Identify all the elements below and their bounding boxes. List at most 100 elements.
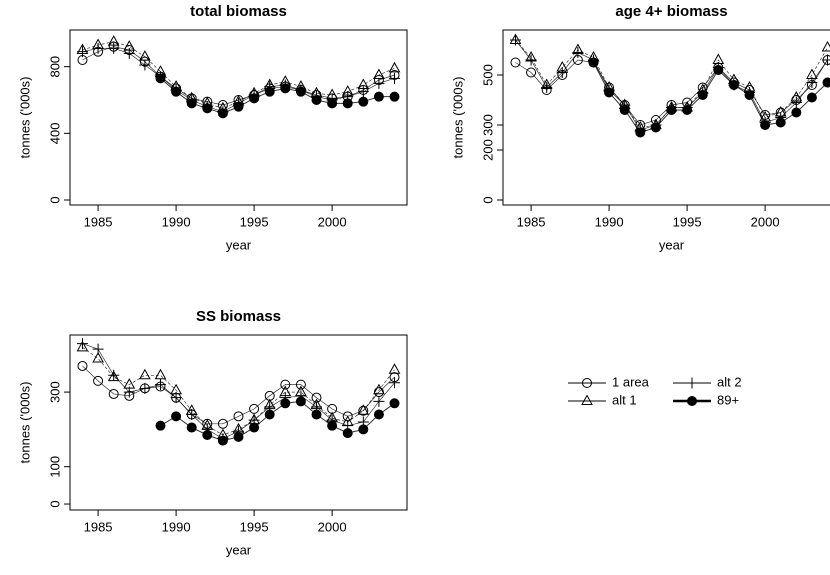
point bbox=[76, 46, 88, 58]
x-tick-label: 2000 bbox=[751, 214, 780, 229]
point bbox=[526, 67, 537, 78]
point bbox=[108, 42, 120, 54]
y-tick-label: 200 bbox=[480, 139, 495, 161]
y-tick-label: 800 bbox=[47, 56, 62, 78]
point bbox=[93, 375, 104, 386]
point bbox=[92, 351, 104, 363]
point bbox=[202, 103, 213, 114]
point bbox=[139, 382, 151, 394]
point bbox=[280, 83, 291, 94]
point bbox=[76, 338, 88, 350]
series-line bbox=[593, 62, 828, 134]
point bbox=[822, 54, 830, 66]
point bbox=[682, 105, 693, 115]
y-tick-label: 0 bbox=[480, 196, 495, 203]
plot-box bbox=[69, 29, 408, 206]
point bbox=[389, 72, 401, 84]
point bbox=[604, 87, 615, 98]
legend-marker bbox=[686, 377, 698, 389]
y-axis-label: tonnes ('000s) bbox=[17, 77, 32, 159]
point bbox=[821, 40, 830, 52]
series-line bbox=[160, 400, 395, 442]
point bbox=[822, 77, 830, 88]
point bbox=[233, 411, 244, 422]
point bbox=[108, 369, 120, 381]
series-line bbox=[82, 347, 395, 436]
x-axis-label: year bbox=[226, 237, 252, 252]
point bbox=[186, 98, 197, 109]
point bbox=[806, 77, 818, 88]
y-axis-label: tonnes ('000s) bbox=[17, 382, 32, 464]
x-tick-label: 1985 bbox=[517, 214, 546, 229]
x-axis-label: year bbox=[226, 542, 252, 557]
point bbox=[790, 97, 802, 108]
point bbox=[327, 98, 338, 109]
point bbox=[327, 420, 338, 431]
point bbox=[264, 409, 275, 420]
y-tick-label: 400 bbox=[47, 122, 62, 144]
point bbox=[311, 409, 322, 420]
point bbox=[760, 120, 771, 130]
point bbox=[619, 105, 630, 115]
point bbox=[171, 86, 182, 97]
point bbox=[358, 96, 369, 107]
point bbox=[295, 379, 306, 390]
chart-title: total biomass bbox=[190, 3, 287, 20]
point bbox=[171, 411, 182, 422]
point bbox=[186, 422, 197, 433]
x-tick-label: 1985 bbox=[84, 214, 113, 229]
legend-label: 1 area bbox=[612, 374, 650, 389]
point bbox=[373, 383, 385, 395]
x-tick-label: 2000 bbox=[318, 519, 347, 534]
series-line bbox=[515, 39, 828, 128]
y-tick-label: 500 bbox=[480, 64, 495, 86]
point bbox=[357, 86, 369, 98]
point bbox=[76, 340, 89, 352]
x-tick-label: 1995 bbox=[240, 519, 269, 534]
point bbox=[744, 90, 755, 100]
point bbox=[249, 403, 260, 414]
point bbox=[155, 73, 166, 84]
point bbox=[123, 47, 135, 59]
point bbox=[217, 418, 228, 429]
point bbox=[249, 422, 260, 433]
point bbox=[217, 108, 228, 119]
y-axis-label: tonnes ('000s) bbox=[450, 77, 465, 159]
point bbox=[280, 398, 291, 409]
point bbox=[202, 430, 213, 440]
x-axis-label: year bbox=[659, 237, 685, 252]
legend: 1 area alt 1 alt 2 89+ bbox=[568, 374, 742, 407]
point bbox=[728, 80, 739, 90]
point bbox=[139, 368, 151, 380]
point bbox=[280, 379, 291, 390]
point bbox=[541, 82, 553, 93]
point bbox=[123, 386, 135, 398]
point bbox=[389, 398, 400, 409]
point bbox=[342, 428, 353, 439]
point bbox=[373, 409, 384, 420]
point bbox=[155, 420, 166, 431]
point bbox=[154, 379, 166, 391]
point bbox=[791, 107, 802, 118]
point bbox=[311, 95, 322, 105]
y-tick-label: 100 bbox=[47, 456, 62, 478]
point bbox=[635, 127, 646, 138]
point bbox=[389, 377, 401, 389]
series-line bbox=[160, 77, 395, 114]
legend-marker bbox=[687, 396, 697, 406]
point bbox=[389, 91, 400, 102]
point bbox=[77, 360, 88, 371]
x-tick-label: 1995 bbox=[673, 214, 702, 229]
y-tick-label: 300 bbox=[480, 114, 495, 136]
series-line bbox=[82, 41, 395, 109]
point bbox=[510, 57, 521, 68]
point bbox=[264, 86, 275, 97]
point bbox=[295, 86, 306, 97]
point bbox=[233, 101, 244, 112]
point bbox=[509, 34, 521, 46]
chart-title: SS biomass bbox=[196, 308, 281, 325]
point bbox=[373, 395, 385, 407]
point bbox=[186, 408, 198, 420]
